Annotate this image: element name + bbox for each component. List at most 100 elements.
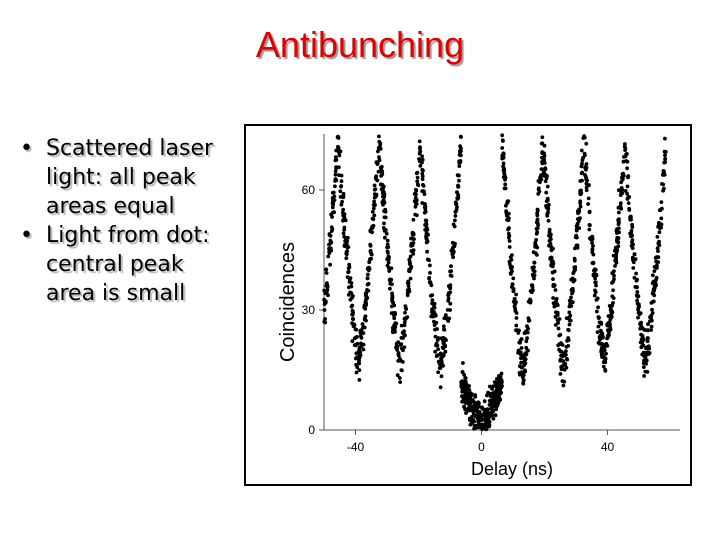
data-point [641, 343, 646, 348]
data-point [487, 402, 492, 407]
data-point [654, 278, 658, 282]
data-point [448, 283, 453, 287]
data-point [491, 409, 496, 414]
data-point [626, 201, 631, 205]
data-point [630, 238, 635, 242]
data-point [642, 327, 646, 332]
data-point [650, 300, 655, 304]
data-point [435, 327, 439, 331]
data-point [441, 324, 446, 329]
data-point [383, 215, 388, 220]
data-point [396, 351, 401, 355]
data-point [397, 376, 402, 380]
data-point [333, 177, 338, 181]
data-point [507, 239, 512, 243]
data-point [477, 401, 481, 406]
data-point [377, 158, 382, 163]
data-point [663, 150, 668, 154]
data-point [549, 248, 554, 253]
data-point [427, 280, 432, 285]
data-point [507, 226, 511, 230]
data-point [534, 231, 539, 236]
data-point [388, 281, 393, 286]
data-point [446, 298, 450, 303]
data-point [414, 192, 418, 197]
data-point [611, 288, 615, 293]
data-point [495, 377, 499, 381]
data-point [630, 225, 635, 229]
data-point [519, 346, 524, 350]
data-point [430, 310, 434, 314]
data-point [406, 284, 411, 288]
data-point [514, 316, 519, 320]
data-point [632, 275, 637, 280]
data-point [390, 291, 394, 296]
data-point [423, 205, 428, 209]
data-point [463, 376, 468, 380]
data-point [636, 294, 641, 299]
data-point [646, 336, 650, 341]
data-point [458, 149, 462, 153]
data-point [544, 176, 549, 181]
data-point [457, 164, 462, 168]
data-point [530, 272, 535, 277]
data-point [342, 214, 347, 219]
data-point [339, 179, 344, 184]
data-point [527, 300, 532, 305]
data-point [565, 357, 570, 362]
data-point [462, 372, 466, 377]
data-point [385, 242, 390, 247]
data-point [613, 264, 617, 268]
data-point [635, 290, 640, 294]
data-point [471, 399, 476, 404]
data-point [521, 373, 525, 378]
data-point [587, 210, 592, 215]
data-point [327, 242, 331, 247]
data-point [390, 326, 395, 330]
data-point [578, 189, 582, 194]
data-point [357, 346, 362, 351]
data-point [348, 297, 353, 302]
data-point [641, 365, 646, 369]
data-point [564, 345, 569, 349]
data-point [514, 311, 519, 315]
data-point [492, 397, 497, 402]
data-point [510, 282, 515, 287]
data-point [592, 293, 597, 298]
data-point [352, 322, 357, 327]
data-point [500, 156, 505, 161]
data-point [638, 340, 643, 345]
data-point [523, 369, 528, 374]
data-point [519, 337, 524, 341]
data-point [428, 263, 432, 268]
data-point [383, 235, 387, 240]
data-point [587, 183, 591, 188]
data-point [369, 226, 374, 231]
data-point [529, 283, 534, 288]
data-point [614, 253, 618, 257]
data-point [436, 359, 441, 364]
x-tick-label: 0 [478, 440, 485, 454]
data-point [411, 217, 416, 222]
data-point [548, 256, 552, 261]
data-point [414, 213, 419, 218]
data-point [487, 413, 492, 417]
data-point [645, 345, 649, 350]
data-point [347, 278, 352, 282]
data-point [479, 418, 484, 422]
data-point [516, 348, 521, 353]
data-point [409, 244, 413, 248]
data-point [577, 226, 582, 230]
data-point [629, 217, 633, 222]
data-point [397, 358, 402, 363]
data-point [402, 329, 406, 333]
data-point [415, 179, 420, 184]
data-point [374, 160, 379, 165]
data-point [368, 257, 372, 261]
data-point [620, 172, 625, 177]
data-point [584, 162, 589, 166]
data-point [577, 207, 581, 212]
data-point [542, 151, 546, 156]
data-point [350, 339, 355, 344]
data-point [631, 260, 636, 265]
